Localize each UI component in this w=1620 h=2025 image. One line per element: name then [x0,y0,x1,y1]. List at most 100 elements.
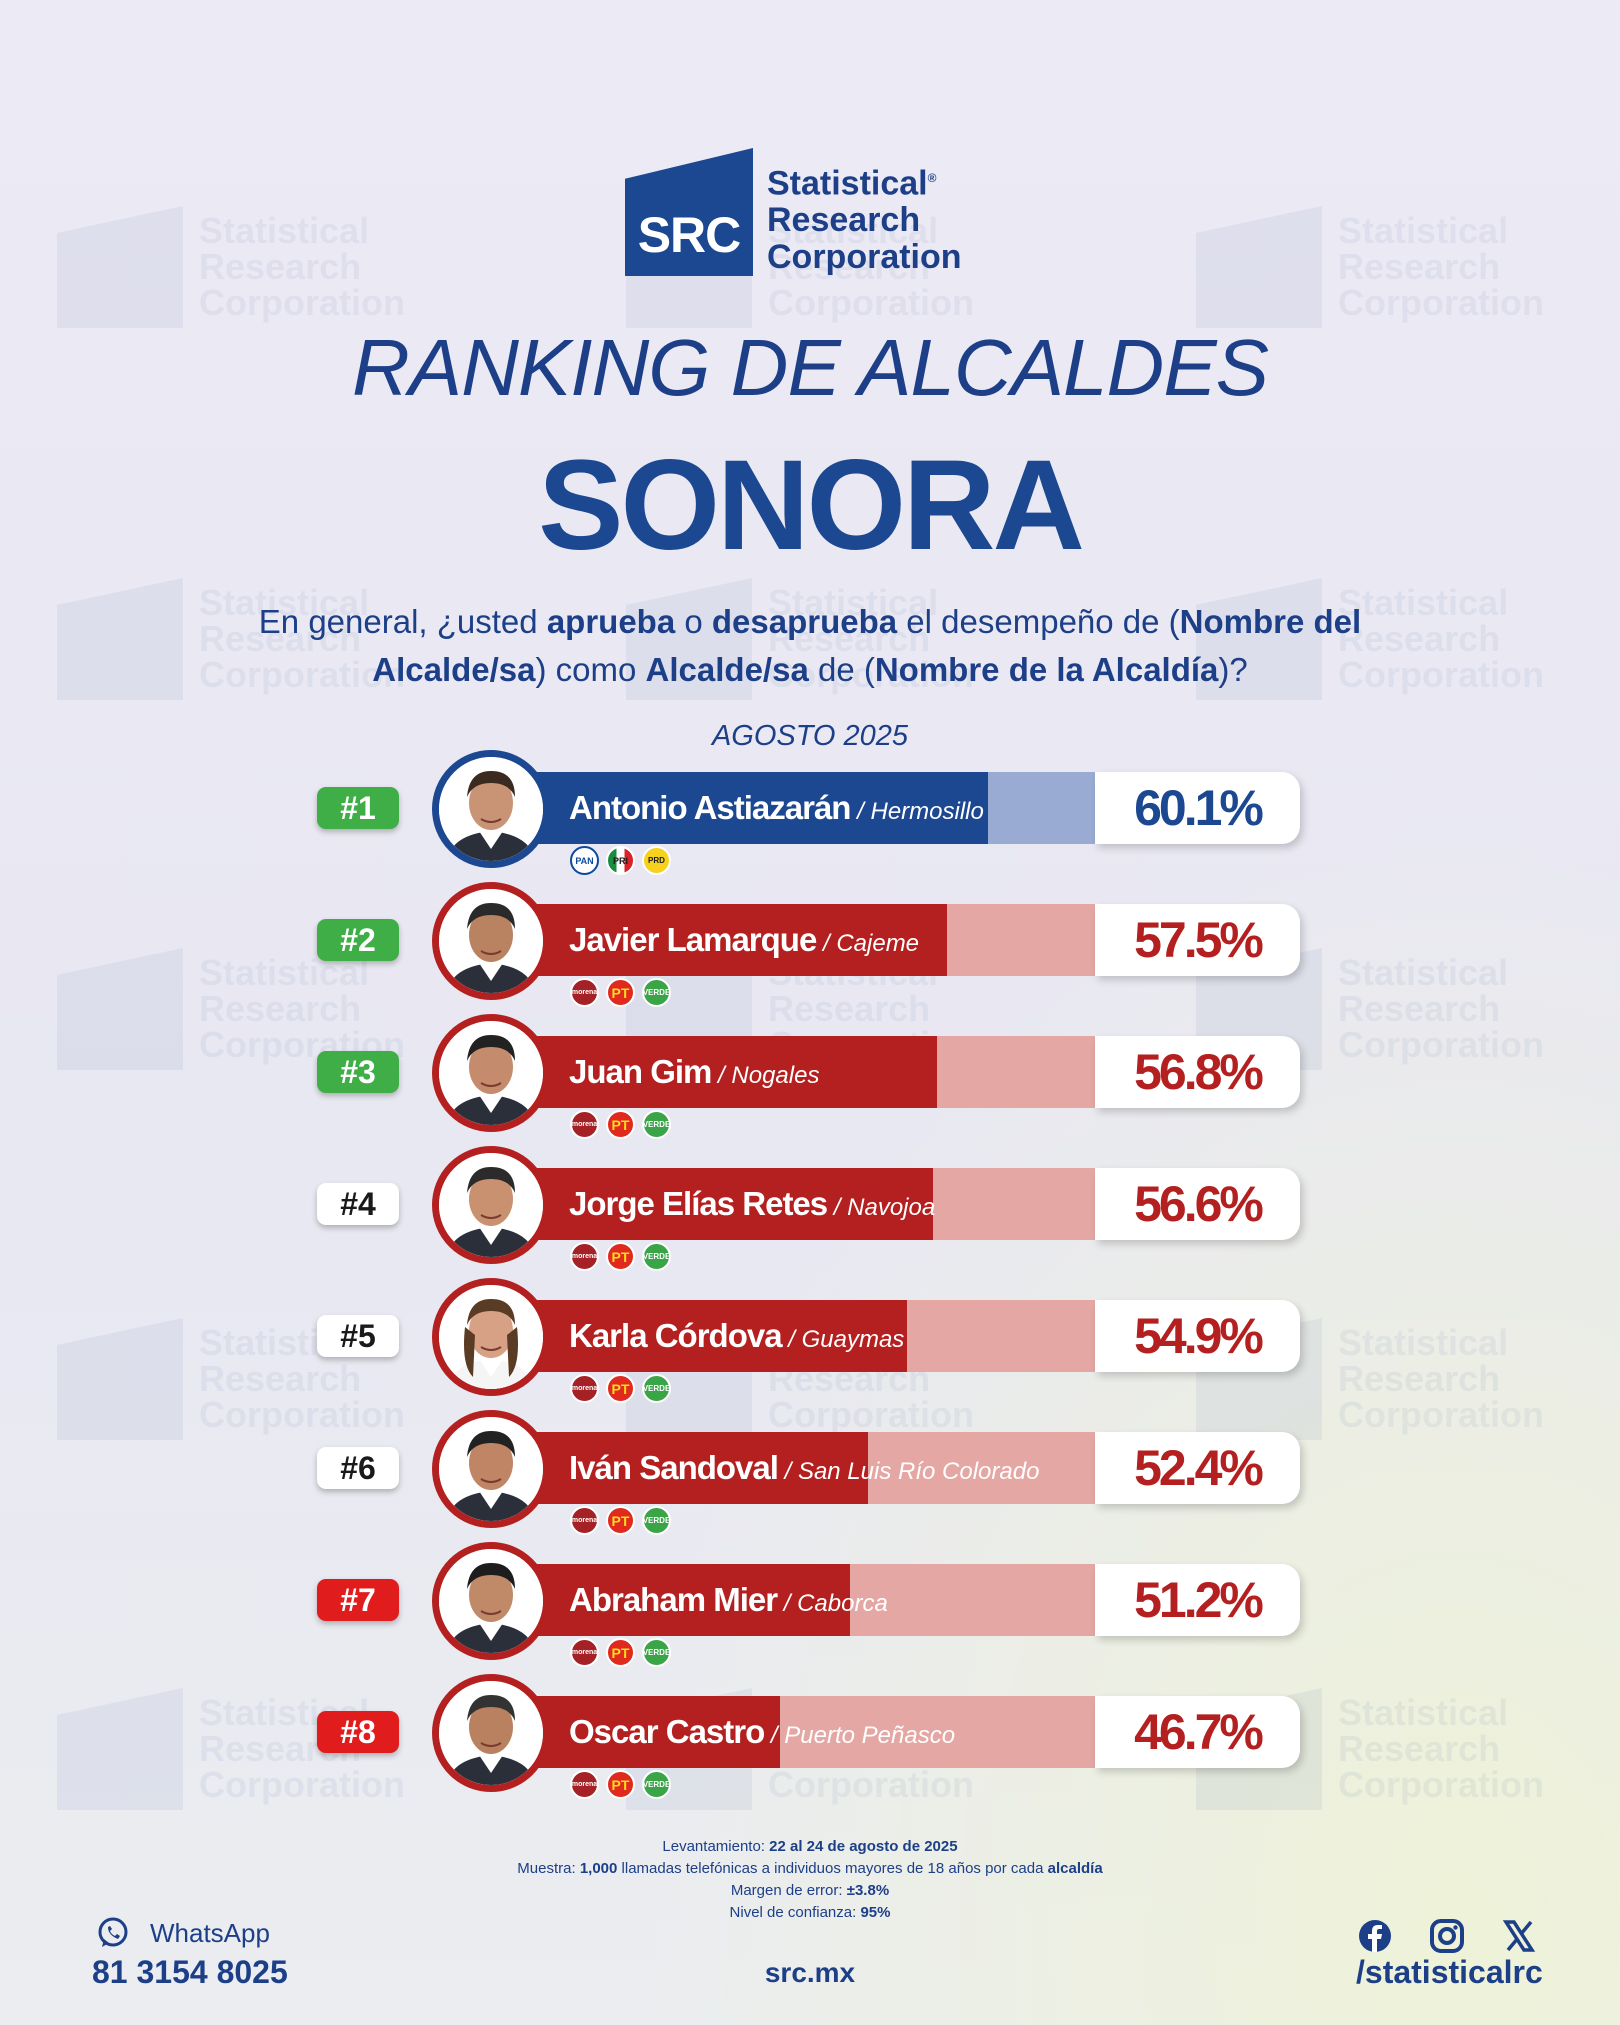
party-logos: morena PT VERDE [570,1374,678,1403]
logo-abbr: SRC [637,207,742,263]
facebook-icon[interactable] [1355,1916,1395,1956]
morena-party-icon: morena [570,1374,599,1403]
rank-badge: #7 [317,1579,399,1621]
prd-party-icon: PRD [642,846,671,875]
percent-box [1095,1168,1300,1240]
ranking-row: #4 56.6% Jorge Elías Retes / Navojoa morena… [0,1146,1620,1288]
state-title: SONORA [538,434,1085,577]
mayor-name: Oscar Castro [569,1713,765,1750]
mayor-label: Abraham Mier / Caborca [569,1564,888,1636]
pt-party-icon: PT [606,1110,635,1139]
social-handle[interactable]: /statisticalrc [1356,1954,1543,1990]
rank-badge: #2 [317,919,399,961]
bar-value [520,1168,934,1240]
municipality-name: San Luis Río Colorado [797,1458,1040,1485]
mayor-photo [432,1014,550,1132]
pt-party-icon: PT [606,1506,635,1535]
percent-box [1095,1432,1300,1504]
municipality-name: Caborca [797,1590,888,1617]
mayor-name: Karla Córdova [569,1317,783,1354]
ranking-row: #6 52.4% Iván Sandoval / San Luis Río Colo… [0,1410,1620,1552]
municipality-name: Puerto Peñasco [784,1722,956,1749]
percent-label: 56.8% [1134,1044,1264,1100]
mayor-label: Javier Lamarque / Cajeme [569,904,919,976]
separator: / [777,1590,798,1617]
mayor-label: Iván Sandoval / San Luis Río Colorado [569,1432,1039,1504]
percent-label: 56.6% [1134,1176,1264,1232]
bar-value [520,1036,937,1108]
pan-party-icon: PAN [570,846,599,875]
mayor-label: Oscar Castro / Puerto Peñasco [569,1696,955,1768]
pt-party-icon: PT [606,1374,635,1403]
survey-period: AGOSTO 2025 [711,720,909,752]
mayor-photo [432,1146,550,1264]
bar-value [520,1696,780,1768]
notes-line-confidence: Nivel de confianza: 95% [729,1904,891,1921]
separator: / [816,930,837,957]
logo-mark: SRC [625,148,753,276]
notes-line-sample: Muestra: 1,000 llamadas telefónicas a in… [517,1860,1103,1877]
morena-party-icon: morena [570,1770,599,1799]
separator: / [827,1194,848,1221]
registered-mark: ® [927,170,937,185]
instagram-icon[interactable] [1427,1916,1467,1956]
verde-party-icon: VERDE [642,1638,671,1667]
party-logos: PAN PRI PRD [570,846,678,875]
separator: / [781,1326,802,1353]
ranking-row: #5 54.9% Karla Córdova / Guaymas morena PT VE… [0,1278,1620,1420]
bar-value [520,1432,869,1504]
phone-number[interactable]: 81 3154 8025 [92,1954,288,1990]
separator: / [764,1722,785,1749]
website-link[interactable]: src.mx [764,1957,856,1988]
x-icon[interactable] [1499,1916,1539,1956]
percent-box [1095,1036,1300,1108]
notes-line-margin: Margen de error: ±3.8% [730,1882,890,1899]
mayor-photo [432,1542,550,1660]
survey-question: En general, ¿usted aprueba o desaprueba … [258,603,1362,688]
mayor-photo [432,882,550,1000]
percent-label: 51.2% [1134,1572,1264,1628]
separator: / [777,1458,798,1485]
percent-label: 52.4% [1134,1440,1264,1496]
verde-party-icon: VERDE [642,1506,671,1535]
rank-badge: #3 [317,1051,399,1093]
pt-party-icon: PT [606,978,635,1007]
percent-box [1095,1300,1300,1372]
whatsapp-icon [98,1917,128,1947]
mayor-photo [432,750,550,868]
mayor-name: Antonio Astiazarán [569,789,851,826]
whatsapp-contact[interactable]: WhatsApp [96,1916,270,1950]
mayor-label: Juan Gim / Nogales [569,1036,819,1108]
methodology-notes: Levantamiento: 22 al 24 de agosto de 202… [0,1836,1620,1924]
mayor-name: Iván Sandoval [569,1449,779,1486]
party-logos: morena PT VERDE [570,1506,678,1535]
percent-label: 57.5% [1134,912,1264,968]
mayor-photo [432,1278,550,1396]
rank-badge: #4 [317,1183,399,1225]
whatsapp-label: WhatsApp [150,1917,270,1948]
morena-party-icon: morena [570,978,599,1007]
bar-value [520,904,948,976]
municipality-name: Guaymas [801,1326,905,1353]
verde-party-icon: VERDE [642,978,671,1007]
logo-name: Statistical® Research Corporation [767,160,962,276]
bar-value [520,772,988,844]
logo-name-line1: Statistical [767,164,928,202]
bar-value [520,1300,907,1372]
mayor-label: Jorge Elías Retes / Navojoa [569,1168,935,1240]
pt-party-icon: PT [606,1638,635,1667]
mayor-name: Juan Gim [569,1053,712,1090]
morena-party-icon: morena [570,1110,599,1139]
mayor-photo [432,1674,550,1792]
separator: / [850,798,871,825]
municipality-name: Navojoa [847,1194,936,1221]
pt-party-icon: PT [606,1242,635,1271]
ranking-row: #7 51.2% Abraham Mier / Caborca morena PT VER… [0,1542,1620,1684]
bar-value [520,1564,850,1636]
verde-party-icon: VERDE [642,1242,671,1271]
ranking-row: #1 60.1% Antonio Astiazarán / Hermosillo PA… [0,750,1620,892]
separator: / [711,1062,732,1089]
ranking-row: #8 46.7% Oscar Castro / Puerto Peñasco more… [0,1674,1620,1816]
rank-badge: #8 [317,1711,399,1753]
